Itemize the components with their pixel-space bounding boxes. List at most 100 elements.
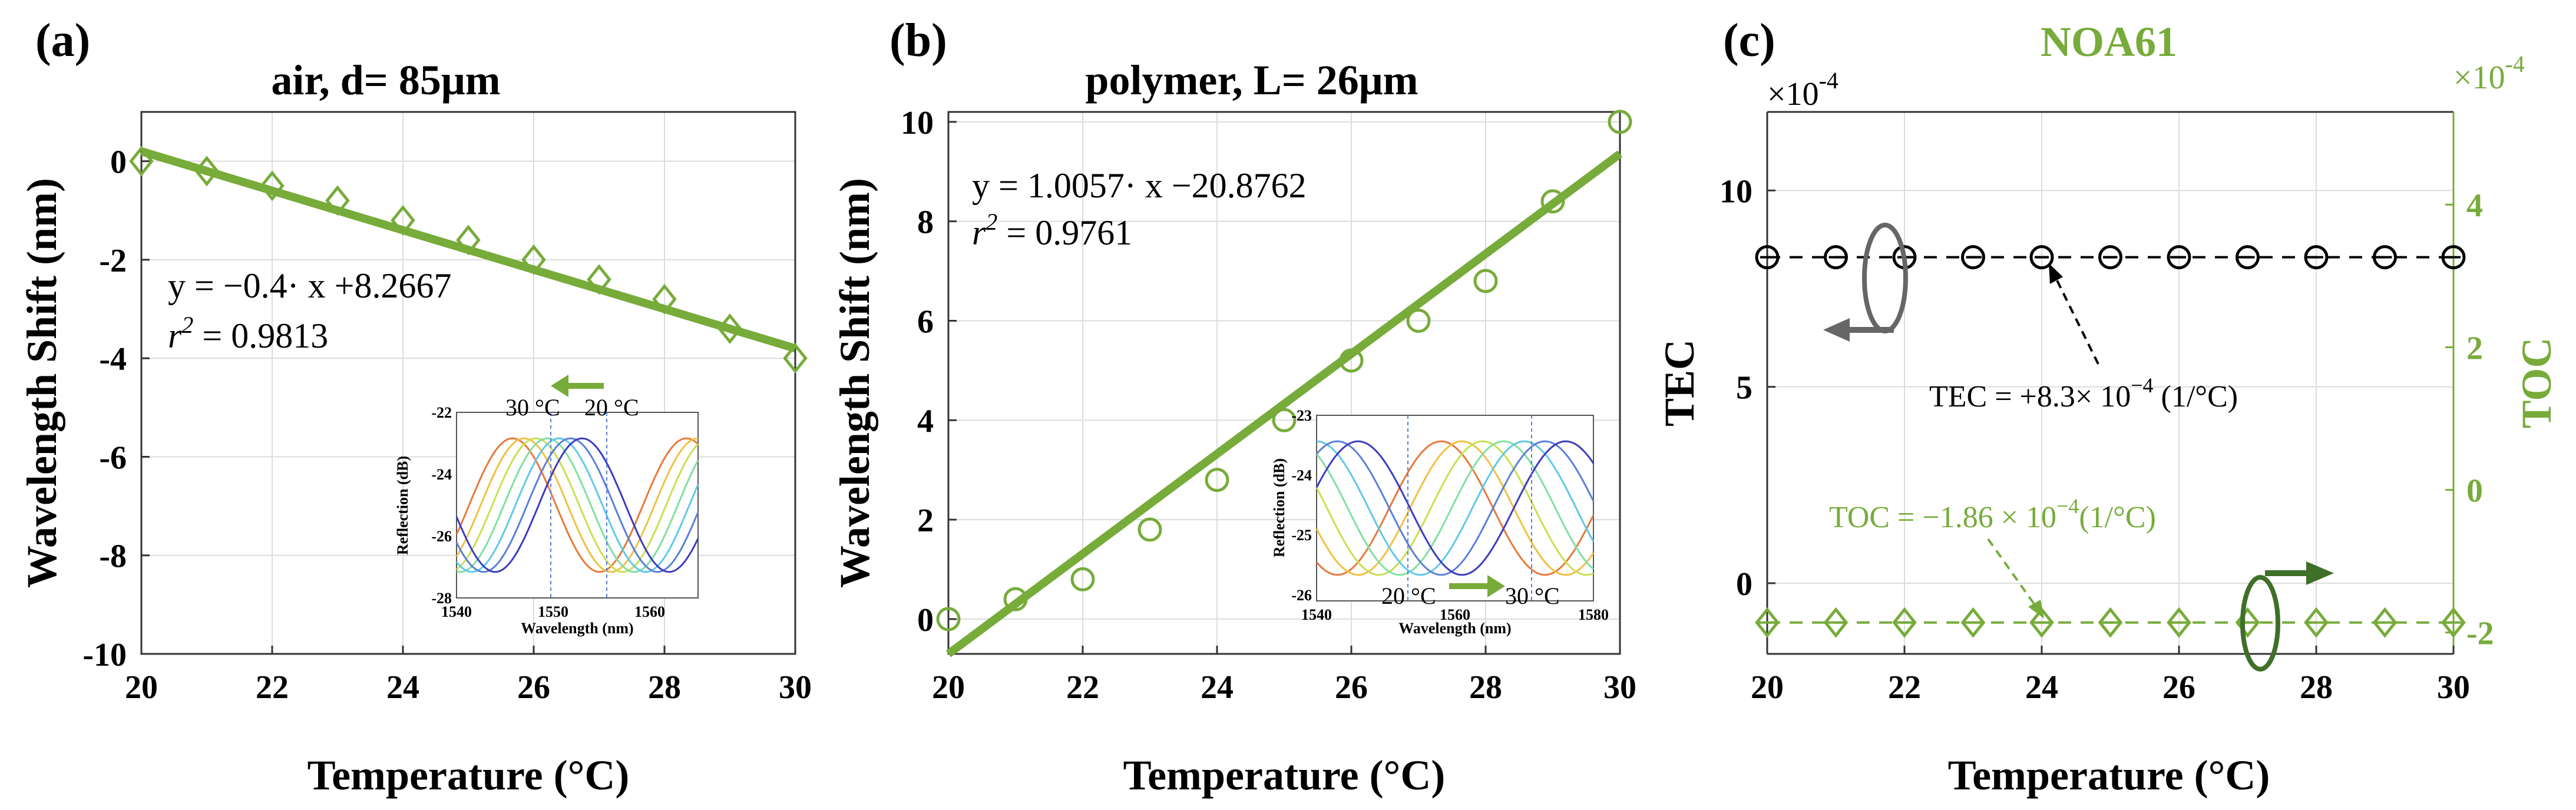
panel-a-ylabel: Wavelength Shift (nm) xyxy=(18,178,65,588)
panel-c-toc-pointer-line xyxy=(1987,538,2036,607)
inset-spectrum-line xyxy=(456,437,699,573)
panel-b-axes-frame xyxy=(947,111,1621,655)
panel-c-ylabel-left: TEC xyxy=(1656,339,1703,427)
panel-b-inset-label-20: 20 °C xyxy=(1381,583,1436,609)
panel-b-r2-sup: 2 xyxy=(986,209,997,235)
y-tick-label: 2 xyxy=(917,502,934,539)
inset-spectrum-line xyxy=(455,437,699,573)
data-point xyxy=(129,146,154,177)
y-tick-label: -2 xyxy=(99,243,127,279)
data-point xyxy=(1339,348,1364,373)
x-tick-label: 20 xyxy=(932,669,965,706)
panel-a-r2-prefix: r xyxy=(168,316,182,355)
data-point xyxy=(260,170,285,201)
data-point xyxy=(1540,189,1565,214)
inset-y-tick-label: -24 xyxy=(1291,467,1312,484)
panel-b-r2-prefix: r xyxy=(972,213,986,252)
inset-x-tick-label: 1540 xyxy=(1301,606,1332,623)
panel-c-left-multiplier: ×10-4 xyxy=(1767,67,1838,113)
panel-c-tec-pointer-line xyxy=(2055,277,2099,365)
panel-c-tec-text-unit: (1/°C) xyxy=(2154,380,2238,414)
panel-c-right-multiplier-base: ×10 xyxy=(2453,59,2505,96)
data-point xyxy=(1272,408,1297,432)
toc-data-point xyxy=(2304,607,2329,638)
toc-data-point xyxy=(2372,607,2398,638)
x-tick-label: 28 xyxy=(1469,669,1502,706)
y-tick-label: 8 xyxy=(917,204,934,241)
panel-a-r2: r2 = 0.9813 xyxy=(168,312,328,355)
x-tick-label: 26 xyxy=(2162,669,2195,706)
panel-c-tec-text-exp: −4 xyxy=(2131,373,2153,397)
x-tick-label: 30 xyxy=(2437,669,2470,706)
panel-c-tec-rotation-icon xyxy=(1862,223,1908,333)
inset-spectrum-line xyxy=(455,437,699,573)
y-tick-label: -8 xyxy=(99,538,127,575)
inset-spectrum-line xyxy=(1315,440,1595,576)
panel-b-inset: 1540 1560 1580 -23 -24 -25 -26 20 °C 30 °C Wav… xyxy=(1271,407,1609,637)
panel-a-equation: y = −0.4· x +8.2667 xyxy=(168,266,452,305)
y-tick-label: 4 xyxy=(917,403,934,439)
panel-a-points xyxy=(129,146,808,374)
toc-data-point xyxy=(1960,607,1986,638)
data-point xyxy=(1473,269,1498,293)
inset-y-tick-label: -24 xyxy=(431,466,452,483)
panel-b-inset-ticks: 1540 1560 1580 -23 -24 -25 -26 xyxy=(1291,407,1609,623)
inset-y-tick-label: -25 xyxy=(1291,527,1312,544)
data-point xyxy=(1205,468,1229,492)
panel-c-right-multiplier-exp: -4 xyxy=(2505,51,2525,77)
inset-spectrum-line xyxy=(1315,440,1594,576)
left-y-tick-label: 0 xyxy=(1736,566,1752,603)
x-tick-label: 24 xyxy=(1201,669,1234,706)
right-y-tick-label: 2 xyxy=(2466,330,2483,366)
panel-c-toc-pointer-arrowhead-icon xyxy=(2028,600,2044,619)
panel-a-inset-label-30: 30 °C xyxy=(505,394,560,421)
toc-data-point xyxy=(2098,607,2123,638)
panel-c-left-multiplier-base: ×10 xyxy=(1767,76,1819,113)
panel-c-xlabel: Temperature (°C) xyxy=(1948,752,2270,799)
panel-b-title: polymer, L= 26μm xyxy=(1085,57,1418,104)
data-point xyxy=(1003,587,1028,611)
panel-b-inset-xlabel: Wavelength (nm) xyxy=(1398,620,1511,637)
inset-y-tick-label: -23 xyxy=(1291,407,1312,424)
tec-data-point xyxy=(2373,245,2397,270)
tec-data-point xyxy=(1824,245,1848,270)
x-tick-label: 30 xyxy=(779,669,812,706)
inset-x-tick-label: 1560 xyxy=(634,603,665,620)
data-point xyxy=(1137,517,1162,542)
panel-a-y-ticks: -10 -8 -6 -4 -2 0 xyxy=(82,144,150,673)
panel-b-inset-ylabel: Reflection (dB) xyxy=(1271,458,1288,557)
data-point xyxy=(587,264,611,295)
y-tick-label: 10 xyxy=(901,105,934,141)
panel-b-x-ticks: 20 22 24 26 28 30 xyxy=(932,646,1636,706)
tec-data-point xyxy=(2441,245,2466,270)
panel-a-r2-sup: 2 xyxy=(181,312,193,338)
right-y-tick-label: 0 xyxy=(2466,473,2483,510)
x-tick-label: 26 xyxy=(517,669,550,706)
panel-c-tec-text-main: TEC = +8.3× 10 xyxy=(1929,380,2131,414)
panel-c-right-multiplier: ×10-4 xyxy=(2453,51,2525,96)
panel-b-fit xyxy=(945,150,1623,657)
panel-c-toc-annotation: TOC = −1.86 × 10−4(1/°C) xyxy=(1829,494,2334,672)
panel-c-toc-text-exp: −4 xyxy=(2056,494,2079,518)
panel-b-r2: r2 = 0.9761 xyxy=(972,209,1132,252)
panel-b: (b) polymer, L= 26μm 20 22 24 26 28 30 024681… xyxy=(831,15,1636,799)
inset-x-tick-label: 1540 xyxy=(441,603,472,620)
panel-c-x-ticks: 20 22 24 26 28 30 xyxy=(1751,646,2470,706)
data-point xyxy=(1070,567,1095,591)
panel-a-label: (a) xyxy=(35,15,90,67)
panel-a-x-ticks: 20 22 24 26 28 30 xyxy=(125,646,812,706)
y-tick-label: -6 xyxy=(99,439,127,476)
data-point xyxy=(717,313,742,345)
panel-b-inset-shift-arrow-icon xyxy=(1449,575,1505,597)
inset-y-tick-label: -26 xyxy=(1291,587,1312,604)
panel-a-inset-ylabel: Reflection (dB) xyxy=(394,456,411,555)
tec-data-point xyxy=(2304,245,2329,270)
toc-data-point xyxy=(2441,607,2466,638)
inset-spectrum-line xyxy=(1315,440,1595,576)
left-y-tick-label: 10 xyxy=(1719,173,1752,210)
panel-a-inset: 1540 1550 1560 -22 -24 -26 -28 30 °C 20 °C Wav… xyxy=(394,375,699,637)
inset-spectrum-line xyxy=(1315,440,1595,576)
panel-c-title: NOA61 xyxy=(2041,18,2177,65)
tec-data-point xyxy=(1961,245,1985,270)
